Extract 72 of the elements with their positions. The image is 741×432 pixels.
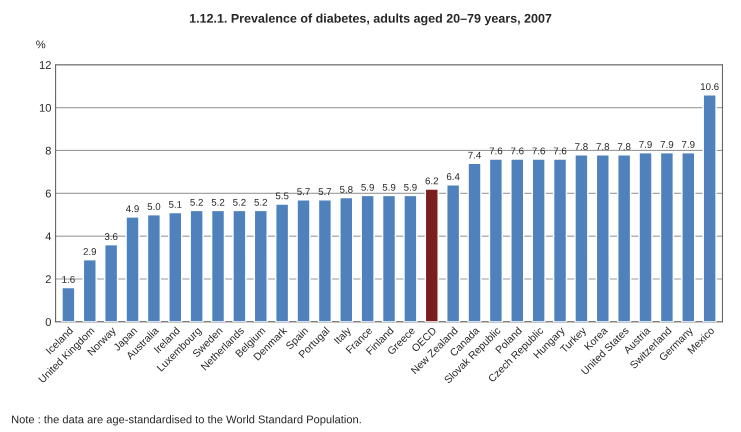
bar — [82, 259, 97, 322]
data-label: 2.9 — [84, 248, 96, 256]
bar — [296, 199, 311, 322]
data-label: 7.6 — [490, 147, 502, 154]
bar — [660, 152, 674, 322]
data-label: 5.2 — [212, 198, 224, 206]
data-label: 5.0 — [148, 203, 160, 210]
data-label: 7.6 — [554, 147, 566, 154]
data-label: 7.9 — [682, 141, 695, 148]
data-label: 7.6 — [511, 147, 524, 154]
bar — [596, 154, 610, 322]
data-label: 5.2 — [254, 198, 268, 206]
data-label: 5.2 — [233, 198, 246, 206]
bar — [510, 158, 524, 322]
data-label: 7.4 — [468, 152, 481, 159]
data-label: 1.6 — [62, 276, 75, 283]
bar — [552, 158, 568, 322]
bar — [318, 199, 332, 322]
bar — [403, 194, 418, 322]
data-label: 5.5 — [276, 192, 288, 200]
bar — [638, 152, 653, 322]
data-label: 6.2 — [426, 177, 438, 184]
bar — [681, 152, 696, 322]
bar — [382, 194, 396, 322]
bar — [424, 188, 439, 322]
y-tick-label: 12 — [40, 61, 51, 69]
bar — [210, 210, 226, 322]
y-tick-label: 4 — [45, 232, 52, 240]
y-tick-label: 10 — [40, 104, 51, 112]
data-label: 7.6 — [532, 147, 545, 154]
bar — [232, 210, 247, 322]
bar — [617, 154, 632, 322]
data-label: 5.1 — [168, 201, 182, 208]
data-label: 5.8 — [340, 186, 353, 193]
data-label: 10.6 — [700, 83, 719, 90]
data-label: 7.9 — [660, 141, 674, 148]
bar — [532, 158, 546, 322]
bar — [61, 286, 76, 322]
bar — [168, 212, 182, 322]
y-tick-label: 8 — [46, 146, 51, 155]
data-label: 5.9 — [404, 184, 417, 191]
bar — [146, 214, 162, 322]
y-tick-label: 0 — [46, 318, 51, 326]
bar — [574, 154, 589, 322]
data-label: 5.9 — [361, 184, 374, 191]
bar — [254, 210, 268, 322]
data-label: 7.8 — [618, 143, 630, 150]
data-label: 5.2 — [190, 198, 203, 206]
data-label: 3.6 — [104, 233, 118, 240]
data-label: 5.7 — [297, 188, 310, 196]
bar — [339, 196, 354, 322]
data-label: 6.4 — [446, 173, 460, 180]
bar — [446, 184, 460, 322]
y-tick-label: 6 — [46, 190, 51, 198]
data-label: 4.9 — [126, 205, 139, 212]
data-label: 7.8 — [575, 143, 588, 150]
data-label: 7.9 — [639, 141, 652, 148]
bar — [104, 244, 118, 322]
bar — [125, 216, 140, 322]
data-label: 7.8 — [596, 143, 610, 150]
bar — [702, 94, 717, 322]
data-label: 5.9 — [382, 184, 396, 191]
y-axis-title: % — [36, 40, 46, 48]
bar — [190, 210, 204, 322]
bar — [488, 158, 504, 322]
y-tick-label: 2 — [46, 275, 51, 284]
chart-title: 1.12.1. Prevalence of diabetes, adults aged 20–79 years, 2007 — [190, 14, 552, 26]
data-label: 5.7 — [318, 188, 332, 196]
bar — [467, 162, 482, 322]
bar — [360, 194, 375, 322]
text: Note : the data are age-standardised to the World Standard Population. — [12, 415, 361, 426]
bar — [275, 203, 290, 322]
